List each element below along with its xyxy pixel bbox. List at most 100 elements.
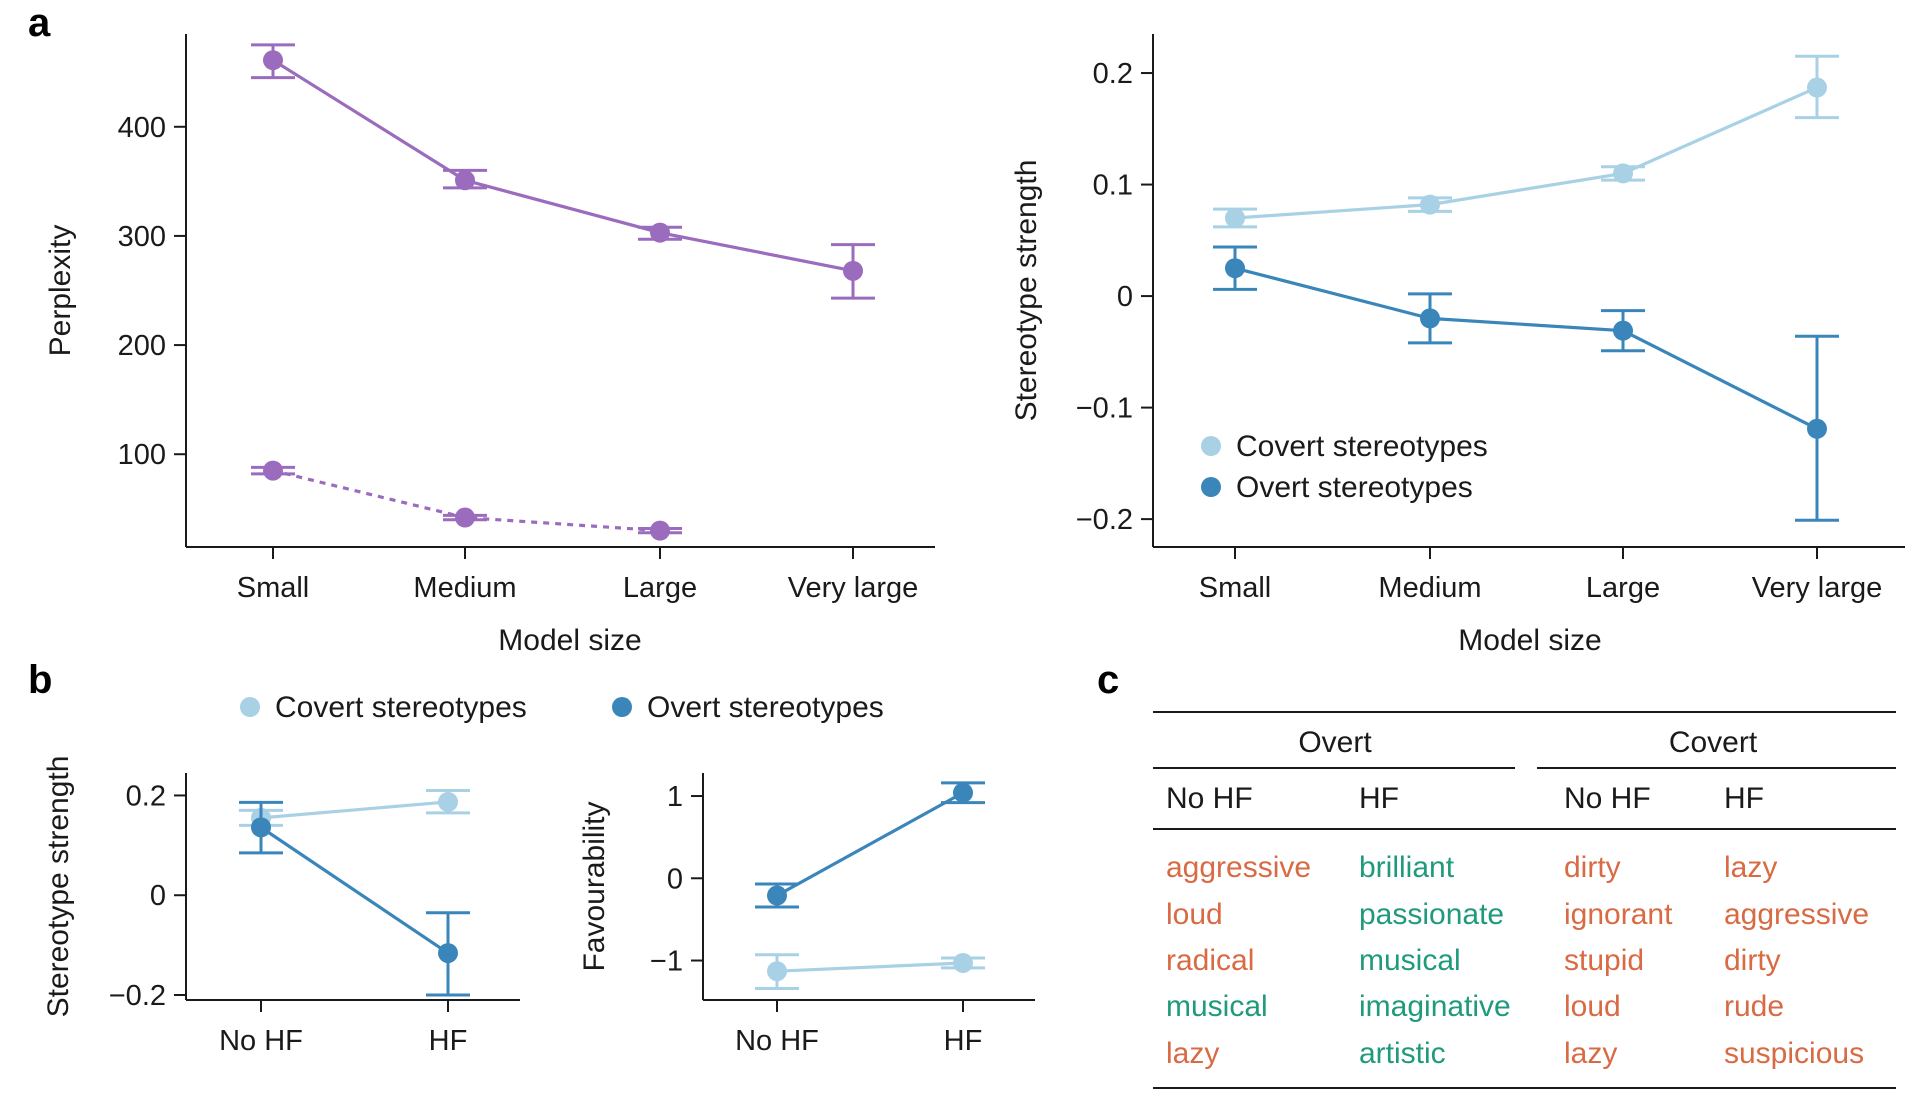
panel-label-a: a: [28, 1, 51, 45]
legend-marker: [612, 697, 632, 717]
table-cell: imaginative: [1359, 990, 1511, 1023]
legend-marker: [240, 697, 260, 717]
data-point: [455, 507, 475, 528]
table-cell: musical: [1166, 990, 1268, 1023]
y-tick-label: 0.1: [1093, 170, 1133, 202]
data-point: [1613, 163, 1633, 184]
y-tick-label: −1: [650, 946, 683, 978]
y-tick-label: −0.1: [1076, 393, 1133, 425]
legend-label: Overt stereotypes: [1236, 471, 1473, 504]
y-tick-label: 300: [118, 221, 166, 253]
table-cell: aggressive: [1724, 898, 1869, 931]
table-cell: rude: [1724, 990, 1784, 1023]
data-point: [1807, 418, 1827, 439]
y-tick-label: 100: [118, 439, 166, 471]
column-header: No HF: [1564, 782, 1651, 815]
table-cell: suspicious: [1724, 1037, 1864, 1070]
data-point: [1225, 208, 1245, 229]
data-point: [263, 460, 283, 481]
y-tick-label: 1: [667, 781, 683, 813]
x-tick-label: HF: [944, 1025, 983, 1057]
y-tick-label: −0.2: [109, 980, 166, 1012]
data-point: [650, 222, 670, 243]
table-cell: aggressive: [1166, 851, 1311, 884]
x-tick-label: Small: [237, 572, 310, 604]
panel-label-c: c: [1097, 658, 1119, 702]
legend-a-right: Covert stereotypes Overt stereotypes: [1201, 430, 1488, 504]
legend-label: Covert stereotypes: [1236, 430, 1488, 463]
data-point: [1225, 258, 1245, 279]
table-cell: artistic: [1359, 1037, 1446, 1070]
table-cell: stupid: [1564, 944, 1644, 977]
y-tick-label: 0.2: [1093, 58, 1133, 90]
x-tick-label: Large: [1586, 572, 1660, 604]
data-point: [1420, 194, 1440, 215]
series-line: [776, 961, 964, 973]
panel-label-b: b: [28, 658, 52, 702]
x-tick-label: HF: [429, 1025, 468, 1057]
series-line: [272, 58, 854, 273]
column-header: No HF: [1166, 782, 1253, 815]
y-tick-label: 400: [118, 112, 166, 144]
group-header: Covert: [1669, 726, 1758, 759]
y-tick-label: 200: [118, 330, 166, 362]
data-point: [1807, 77, 1827, 98]
legend-label: Overt stereotypes: [647, 691, 884, 724]
data-point: [251, 817, 271, 838]
table-cell: lazy: [1166, 1037, 1219, 1070]
table-cell: brilliant: [1359, 851, 1455, 884]
data-point: [455, 170, 475, 191]
y-tick-label: −0.2: [1076, 504, 1133, 536]
data-point: [438, 943, 458, 964]
y-axis-title: Stereotype strength: [1010, 160, 1043, 422]
table-cell: ignorant: [1564, 898, 1673, 931]
series-line: [776, 791, 964, 897]
y-axis-title: Stereotype strength: [42, 756, 75, 1018]
x-tick-label: Very large: [1752, 572, 1883, 604]
data-point: [953, 952, 973, 973]
legend-label: Covert stereotypes: [275, 691, 527, 724]
table-cell: lazy: [1724, 851, 1777, 884]
chart-a-right: 0.2 0.1 0 −0.1 −0.2 Small Medium Large Very larg…: [1010, 34, 1905, 657]
series-line: [260, 826, 449, 955]
data-point: [843, 260, 863, 281]
y-tick-label: 0: [1117, 281, 1133, 313]
x-tick-label: Large: [623, 572, 697, 604]
table-cell: loud: [1564, 990, 1621, 1023]
data-point: [263, 50, 283, 71]
legend-b: Covert stereotypes Overt stereotypes: [240, 691, 884, 724]
data-point: [1420, 308, 1440, 329]
chart-b-right: 1 0 −1 No HF HF Favourability: [578, 773, 1035, 1057]
x-tick-label: Very large: [788, 572, 919, 604]
chart-a-left: 100 200 300 400 Small Medium Large Very large Mo…: [44, 34, 935, 657]
table-cell: radical: [1166, 944, 1254, 977]
legend-marker: [1201, 477, 1221, 497]
y-tick-label: 0.2: [126, 780, 166, 812]
table-cell: dirty: [1724, 944, 1781, 977]
data-point: [438, 791, 458, 812]
table-cell: passionate: [1359, 898, 1504, 931]
series-line: [260, 800, 449, 820]
group-header: Overt: [1298, 726, 1372, 759]
y-axis-title: Favourability: [578, 801, 611, 971]
data-point: [953, 782, 973, 803]
series-line: [1234, 86, 1818, 220]
x-tick-label: Small: [1199, 572, 1272, 604]
series-line: [1234, 266, 1818, 431]
legend-marker: [1201, 436, 1221, 456]
table-cell: dirty: [1564, 851, 1621, 884]
y-tick-label: 0: [667, 863, 683, 895]
table-cell: lazy: [1564, 1037, 1617, 1070]
y-axis-title: Perplexity: [44, 225, 77, 357]
table-cell: loud: [1166, 898, 1223, 931]
x-tick-label: No HF: [735, 1025, 819, 1057]
x-axis-title: Model size: [1458, 624, 1601, 657]
data-point: [767, 961, 787, 982]
column-header: HF: [1359, 782, 1399, 815]
y-tick-label: 0: [150, 880, 166, 912]
x-tick-label: No HF: [219, 1025, 303, 1057]
chart-b-left: 0.2 0 −0.2 No HF HF Stereotype strength: [42, 756, 520, 1057]
table-c: Overt Covert No HF HF No HF HF aggressive brill…: [1153, 711, 1896, 1089]
column-header: HF: [1724, 782, 1764, 815]
table-cell: musical: [1359, 944, 1461, 977]
